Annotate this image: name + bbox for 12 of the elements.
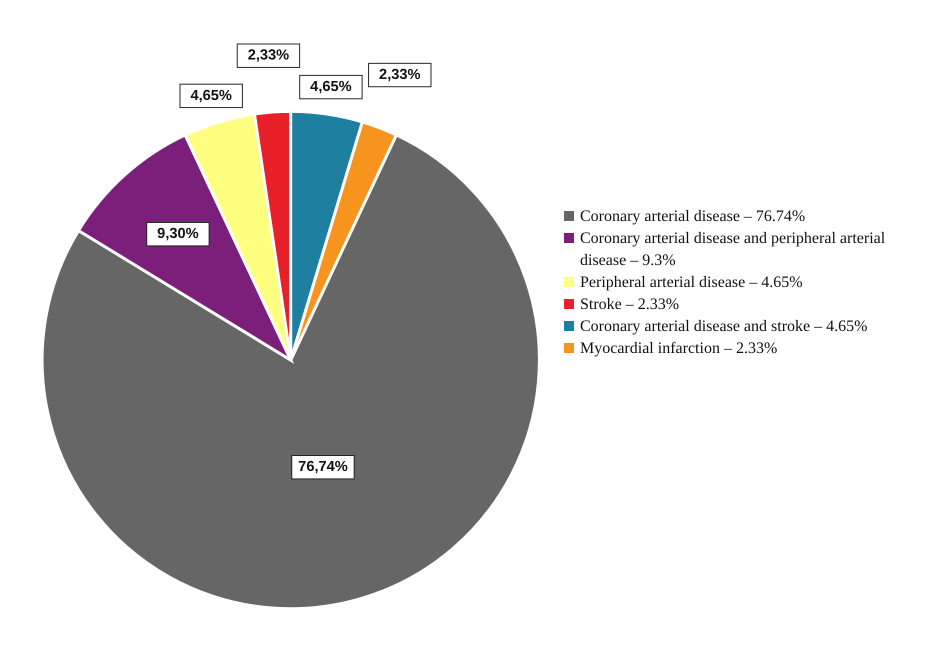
legend-label: Stroke – 2.33% xyxy=(580,295,680,315)
data-label: 9,30% xyxy=(157,226,199,242)
data-label: 2,33% xyxy=(248,48,290,64)
legend-label: Peripheral arterial disease – 4.65% xyxy=(580,273,803,293)
data-label: 2,33% xyxy=(379,67,421,84)
data-label: 4,65% xyxy=(190,88,232,104)
legend-label: Coronary arterial disease and stroke – 4.65% xyxy=(580,317,868,337)
legend-label: Coronary arterial disease and peripheral arterial disease – 9.3% xyxy=(580,229,886,271)
data-label: 76,74% xyxy=(298,459,348,476)
data-label: 4,65% xyxy=(310,79,352,96)
legend-label: Coronary arterial disease – 76.74% xyxy=(580,207,806,227)
legend-label: Myocardial infarction – 2.33% xyxy=(580,339,778,359)
